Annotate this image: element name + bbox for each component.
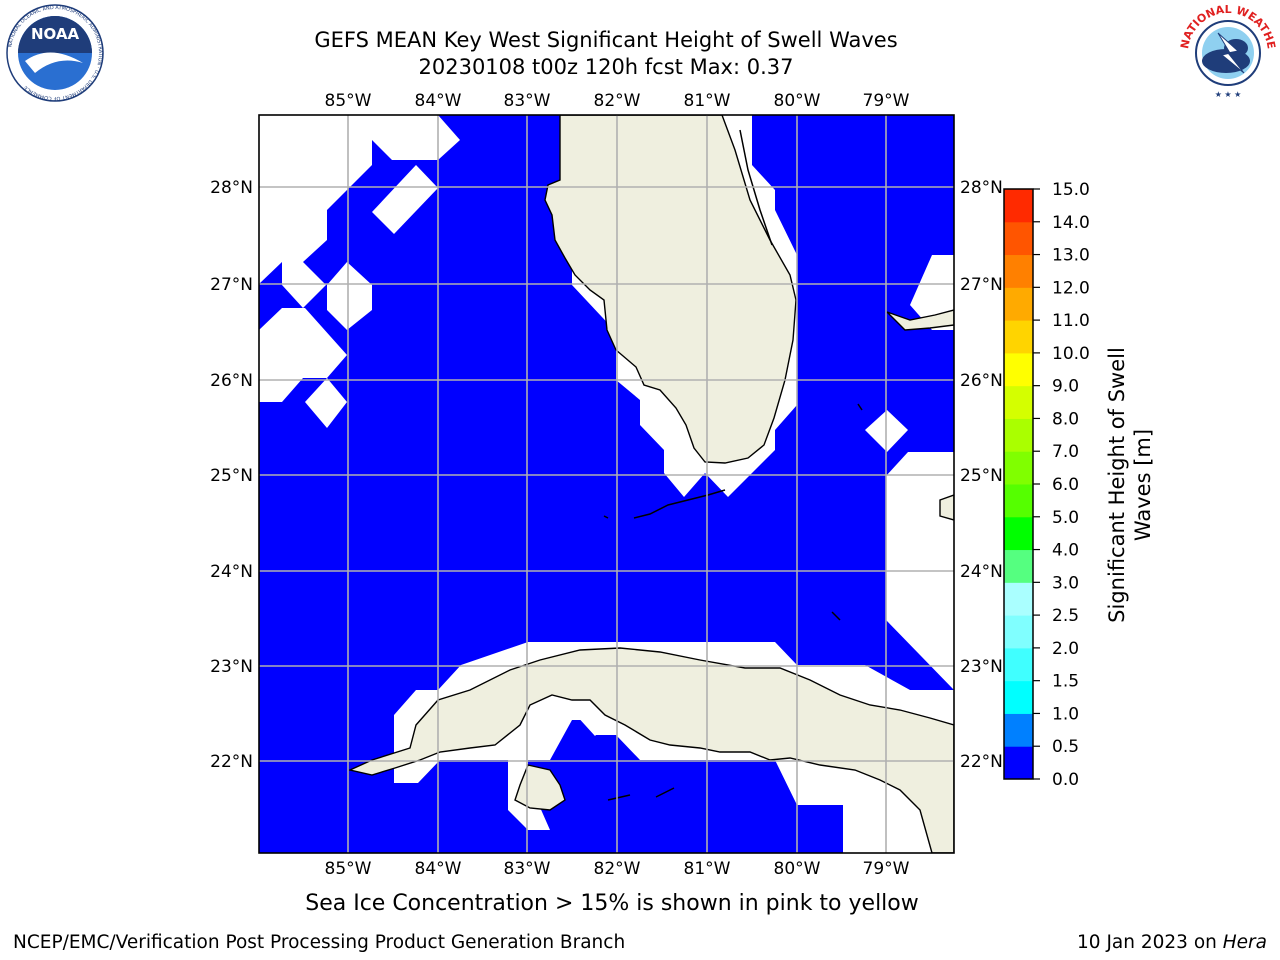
svg-text:★ ★ ★: ★ ★ ★ (1215, 90, 1242, 99)
lon-label: 79°W (863, 859, 910, 879)
sea-ice-note: Sea Ice Concentration > 15% is shown in … (305, 891, 919, 916)
colorbar-segment (1004, 582, 1033, 616)
colorbar-tick-label: 9.0 (1052, 377, 1079, 397)
map-frame (258, 114, 955, 854)
colorbar-segment (1004, 451, 1033, 485)
lon-label: 82°W (594, 859, 641, 879)
colorbar-tick-label: 8.0 (1052, 409, 1079, 429)
lat-label: 22°N (210, 752, 253, 772)
lat-label: 22°N (960, 752, 1003, 772)
andros-island (939, 494, 954, 521)
colorbar-segment (1004, 680, 1033, 714)
colorbar-tick-label: 1.5 (1052, 672, 1079, 692)
colorbar-segment (1004, 320, 1033, 354)
colorbar-tick-label: 4.0 (1052, 541, 1079, 561)
lat-label: 25°N (210, 466, 253, 486)
florida-peninsula (544, 115, 797, 464)
lat-label: 24°N (960, 562, 1003, 582)
colorbar-segment (1004, 713, 1033, 747)
lon-label: 84°W (415, 859, 462, 879)
colorbar-segment (1004, 352, 1033, 387)
colorbar-tick-label: 6.0 (1052, 475, 1079, 495)
cuba (347, 647, 954, 853)
footer-host: Hera (1222, 932, 1267, 953)
footer-credit: NCEP/EMC/Verification Post Processing Pr… (13, 932, 626, 953)
footer-date: 10 Jan 2023 on Hera (1077, 932, 1267, 953)
colorbar-segment (1004, 254, 1033, 288)
footer-date-text: 10 Jan 2023 on (1077, 932, 1223, 953)
lon-label: 81°W (684, 859, 731, 879)
lon-label: 84°W (415, 91, 462, 111)
colorbar-tick-label: 0.5 (1052, 737, 1079, 757)
lat-labels-left: 28°N 27°N 26°N 25°N 24°N 23°N 22°N (210, 178, 253, 772)
lon-label: 82°W (594, 91, 641, 111)
chart-subtitle: 20230108 t00z 120h fcst Max: 0.37 (418, 55, 794, 79)
noaa-logo-text: NOAA (31, 25, 80, 43)
map-plot-area (259, 115, 954, 853)
lat-label: 26°N (210, 371, 253, 391)
colorbar-tick-label: 1.0 (1052, 704, 1079, 724)
graticule (259, 115, 954, 853)
colorbar-tick-label: 14.0 (1052, 213, 1090, 233)
colorbar-tick-label: 12.0 (1052, 278, 1090, 298)
lat-labels-right: 28°N 27°N 26°N 25°N 24°N 23°N 22°N (960, 178, 1003, 772)
lat-label: 27°N (210, 275, 253, 295)
lat-label: 24°N (210, 562, 253, 582)
colorbar-tick-label: 7.0 (1052, 442, 1079, 462)
colorbar-label-line2: Waves [m] (1131, 429, 1155, 541)
lat-label: 23°N (210, 657, 253, 677)
colorbar-tick-label: 2.0 (1052, 639, 1079, 659)
lat-label: 27°N (960, 275, 1003, 295)
noaa-logo: NOAA NATIONAL OCEANIC AND ATMOSPHERIC AD… (6, 4, 104, 102)
colorbar-segment (1004, 221, 1033, 256)
keys-and-cays (603, 129, 863, 801)
colorbar-tick-label: 5.0 (1052, 508, 1079, 528)
colorbar-segment (1004, 189, 1033, 223)
lon-label: 85°W (325, 91, 372, 111)
colorbar-segment (1004, 647, 1033, 682)
lat-label: 28°N (210, 178, 253, 198)
chart-title: GEFS MEAN Key West Significant Height of… (314, 28, 898, 52)
lon-labels-bottom: 85°W 84°W 83°W 82°W 81°W 80°W 79°W (325, 859, 910, 879)
colorbar-segment (1004, 516, 1033, 551)
lon-label: 83°W (504, 91, 551, 111)
colorbar-label-line1: Significant Height of Swell (1105, 347, 1129, 623)
colorbar-tick-label: 3.0 (1052, 573, 1079, 593)
colorbar-segment (1004, 287, 1033, 321)
colorbar-segment (1004, 484, 1033, 518)
grand-bahama (886, 309, 954, 331)
colorbar-segment (1004, 746, 1033, 780)
lon-label: 80°W (774, 91, 821, 111)
colorbar-segment (1004, 615, 1033, 649)
lat-label: 25°N (960, 466, 1003, 486)
lon-label: 83°W (504, 859, 551, 879)
colorbar-tick-label: 13.0 (1052, 246, 1090, 266)
lon-labels-top: 85°W 84°W 83°W 82°W 81°W 80°W 79°W (325, 91, 910, 111)
lon-label: 85°W (325, 859, 372, 879)
colorbar-tick-label: 2.5 (1052, 606, 1079, 626)
colorbar-segment (1004, 385, 1033, 419)
colorbar-tick-label: 15.0 (1052, 180, 1090, 200)
lat-label: 23°N (960, 657, 1003, 677)
lon-label: 80°W (774, 859, 821, 879)
colorbar-segment (1004, 549, 1033, 583)
colorbar: 0.0 0.5 1.0 1.5 2.0 2.5 3.0 4.0 5.0 6.0 7.0 8.0 9.0 1… (1003, 180, 1090, 790)
colorbar-segment (1004, 418, 1033, 452)
colorbar-tick-label: 0.0 (1052, 770, 1079, 790)
lat-label: 28°N (960, 178, 1003, 198)
lon-label: 79°W (863, 91, 910, 111)
colorbar-tick-label: 11.0 (1052, 311, 1090, 331)
lon-label: 81°W (684, 91, 731, 111)
colorbar-tick-label: 10.0 (1052, 344, 1090, 364)
lat-label: 26°N (960, 371, 1003, 391)
nws-logo: NATIONAL WEATHER SERVICE ★ ★ ★ (1178, 3, 1278, 101)
land-areas (347, 115, 954, 853)
